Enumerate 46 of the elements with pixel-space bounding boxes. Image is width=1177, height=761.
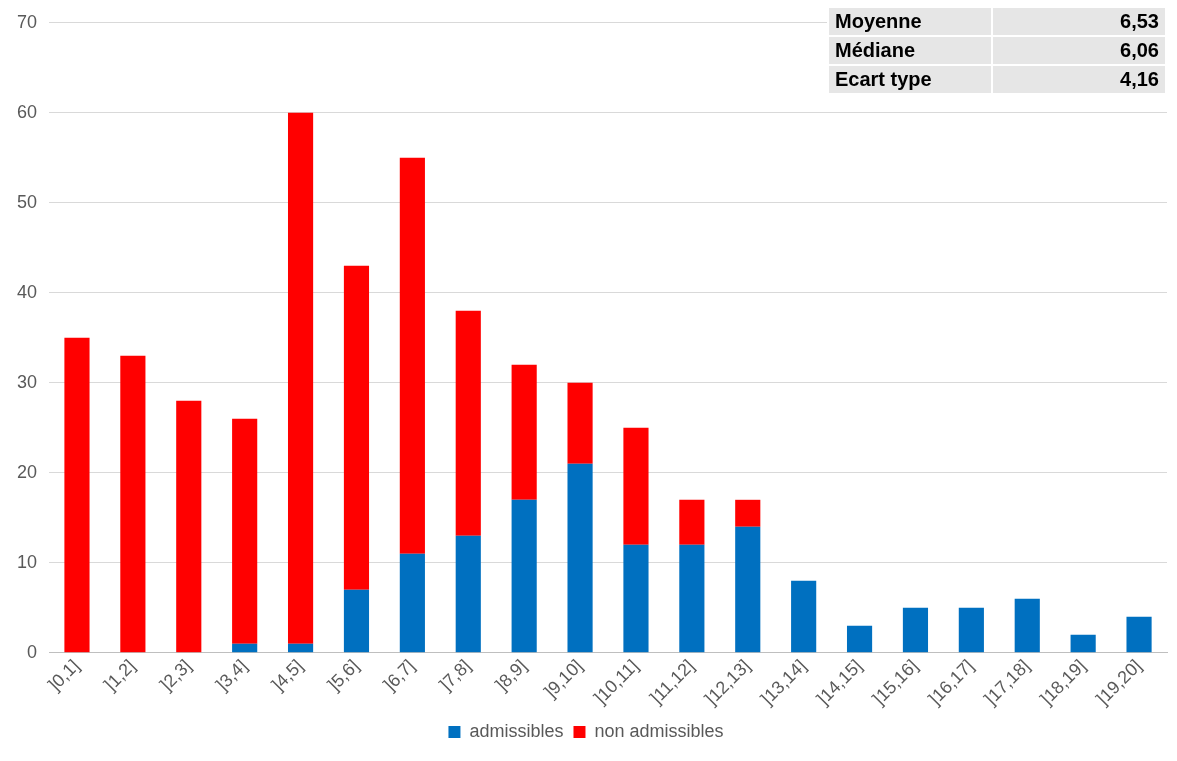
bar	[902, 607, 929, 653]
annotation: 4,16	[992, 65, 1166, 94]
annotation: Moyenne	[828, 7, 992, 36]
y-tick-label: 20	[16, 461, 38, 482]
y-tick-label: 40	[16, 281, 38, 302]
bar	[232, 643, 258, 653]
bar	[64, 337, 90, 653]
y-tick-label: 0	[27, 641, 38, 662]
y-tick-label: 10	[16, 551, 38, 572]
bar	[287, 112, 314, 644]
bar	[343, 589, 370, 653]
bar	[1014, 598, 1040, 653]
bar	[287, 643, 314, 653]
bar	[679, 544, 705, 653]
legend-label: admissibles	[469, 720, 564, 741]
y-tick-label: 70	[16, 11, 38, 32]
bar	[1070, 634, 1096, 653]
bar	[846, 625, 873, 653]
annotation: Médiane	[828, 36, 992, 65]
bar	[511, 499, 537, 653]
y-tick-label: 30	[16, 371, 38, 392]
bar	[511, 364, 537, 500]
bar	[455, 310, 481, 536]
bar	[399, 553, 425, 653]
y-tick-label: 50	[16, 191, 38, 212]
legend-label: non admissibles	[594, 720, 724, 741]
bar	[567, 463, 593, 653]
bar	[958, 607, 984, 653]
bar	[623, 427, 649, 545]
bar	[567, 382, 593, 464]
bar	[623, 544, 649, 653]
bar	[120, 355, 146, 653]
bar	[735, 526, 761, 653]
bar	[735, 499, 761, 527]
annotation: Ecart type	[828, 65, 992, 94]
bar	[343, 265, 370, 590]
bar	[399, 157, 425, 554]
bar	[791, 580, 817, 653]
bar	[232, 418, 258, 644]
bar	[455, 535, 481, 653]
bar	[176, 400, 202, 653]
y-tick-label: 60	[16, 101, 38, 122]
bar	[679, 499, 705, 545]
annotation: 6,53	[992, 7, 1166, 36]
annotation: 6,06	[992, 36, 1166, 65]
bar	[1126, 616, 1152, 653]
